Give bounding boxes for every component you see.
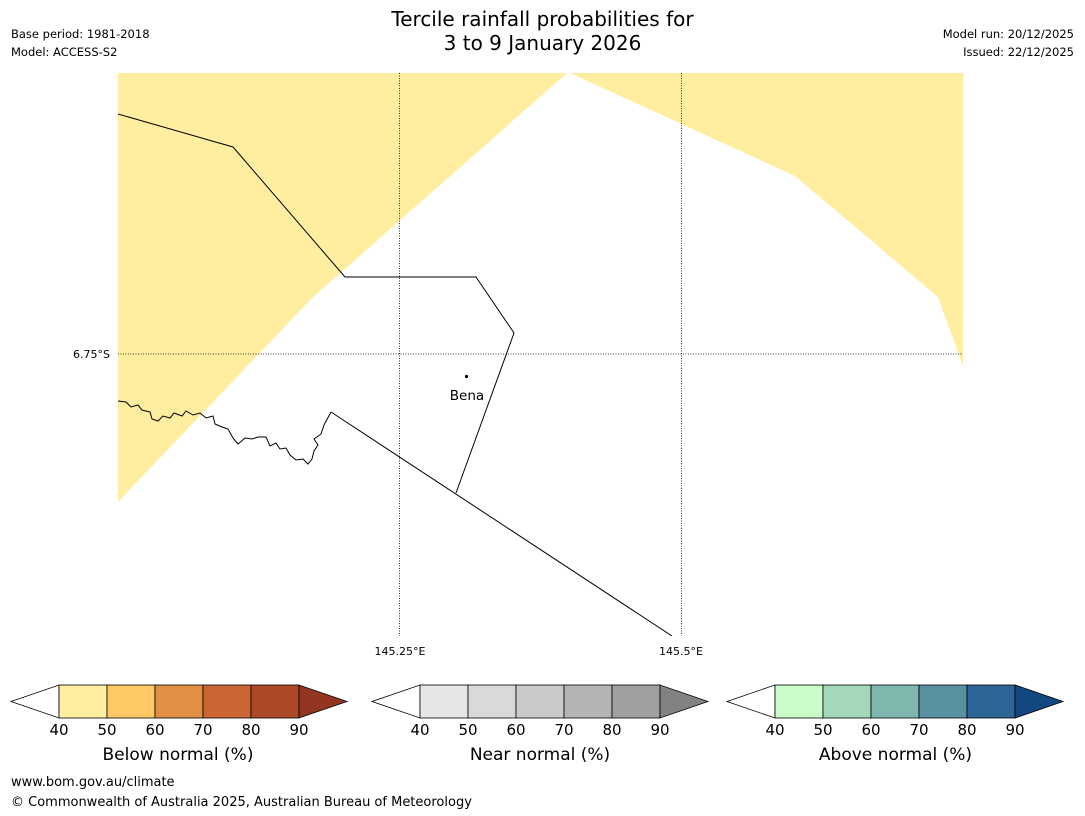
footer-url[interactable]: www.bom.gov.au/climate — [11, 775, 175, 790]
issued-date: Issued: 22/12/2025 — [963, 45, 1074, 59]
lon-label-2: 145.5°E — [659, 645, 703, 658]
model-run-date: Model run: 20/12/2025 — [942, 27, 1074, 41]
colorbar-near-tick-label: 70 — [554, 721, 573, 739]
town-marker — [464, 374, 469, 379]
shaded-region-west — [118, 73, 567, 502]
colorbar-near-segment — [515, 684, 565, 719]
lat-label: 6.75°S — [73, 348, 110, 361]
meta-right: Model run: 20/12/2025 Issued: 22/12/2025 — [943, 25, 1074, 61]
colorbar-near-tick-label: 60 — [506, 721, 525, 739]
colorbar-label-below: Below normal (%) — [102, 745, 254, 765]
map-title: Tercile rainfall probabilities for 3 to … — [0, 7, 1085, 55]
colorbar-above-tick-label: 60 — [861, 721, 880, 739]
colorbar-group: 40 50 60 70 80 90 40 50 60 70 80 90 40 50 60 70 80 90 — [9, 684, 1065, 739]
district-boundary-south — [330, 411, 673, 636]
colorbar-above-segment — [870, 684, 920, 719]
colorbar-near-segment — [611, 684, 661, 719]
colorbar-below-tick-label: 60 — [145, 721, 164, 739]
town-label: Bena — [450, 388, 484, 404]
colorbar-near-under-triangle — [370, 684, 421, 719]
colorbar-above-segment — [822, 684, 872, 719]
colorbar-below-segment — [106, 684, 156, 719]
shaded-region-east — [570, 73, 963, 366]
colorbar-near-tick-label: 40 — [410, 721, 429, 739]
colorbar-below-segment — [202, 684, 252, 719]
colorbar-below-tick-label: 80 — [241, 721, 260, 739]
base-period: Base period: 1981-2018 — [11, 27, 150, 41]
colorbar-above-tick-label: 50 — [813, 721, 832, 739]
colorbar-above-segment — [918, 684, 968, 719]
river-boundary — [118, 400, 332, 465]
title-line-1: Tercile rainfall probabilities for — [391, 7, 694, 31]
colorbar-below-tick-label: 90 — [289, 721, 308, 739]
colorbar-above-segment — [966, 684, 1016, 719]
colorbar-near-segment — [467, 684, 517, 719]
colorbar-above-under-triangle — [725, 684, 776, 719]
map-area: Bena — [118, 73, 963, 636]
colorbar-below-over-triangle — [298, 684, 349, 719]
colorbar-below-under-triangle — [9, 684, 60, 719]
colorbar-near-tick-label: 50 — [458, 721, 477, 739]
colorbar-below-tick-label: 40 — [49, 721, 68, 739]
colorbar-below-segment — [250, 684, 300, 719]
colorbar-below-segment — [154, 684, 204, 719]
footer-copyright: © Commonwealth of Australia 2025, Austra… — [11, 795, 472, 810]
colorbar-above-tick-label: 90 — [1005, 721, 1024, 739]
colorbar-above-segment — [774, 684, 824, 719]
colorbar-label-above: Above normal (%) — [818, 745, 973, 765]
title-line-2: 3 to 9 January 2026 — [443, 31, 642, 55]
district-boundary-north — [118, 113, 515, 494]
colorbar-above-tick-label: 70 — [909, 721, 928, 739]
model-name: Model: ACCESS-S2 — [11, 45, 118, 59]
colorbar-near-tick-label: 90 — [650, 721, 669, 739]
colorbar-label-near: Near normal (%) — [469, 745, 611, 765]
colorbar-below-tick-label: 70 — [193, 721, 212, 739]
meta-left: Base period: 1981-2018 Model: ACCESS-S2 — [11, 25, 150, 61]
colorbar-near-over-triangle — [659, 684, 710, 719]
colorbar-below-tick-label: 50 — [97, 721, 116, 739]
colorbar-near-tick-label: 80 — [602, 721, 621, 739]
lon-label-1: 145.25°E — [375, 645, 426, 658]
colorbar-near-segment — [563, 684, 613, 719]
colorbar-above-tick-label: 80 — [957, 721, 976, 739]
colorbar-below-segment — [58, 684, 108, 719]
colorbar-above-tick-label: 40 — [765, 721, 784, 739]
colorbar-above-over-triangle — [1014, 684, 1065, 719]
colorbar-near-segment — [419, 684, 469, 719]
